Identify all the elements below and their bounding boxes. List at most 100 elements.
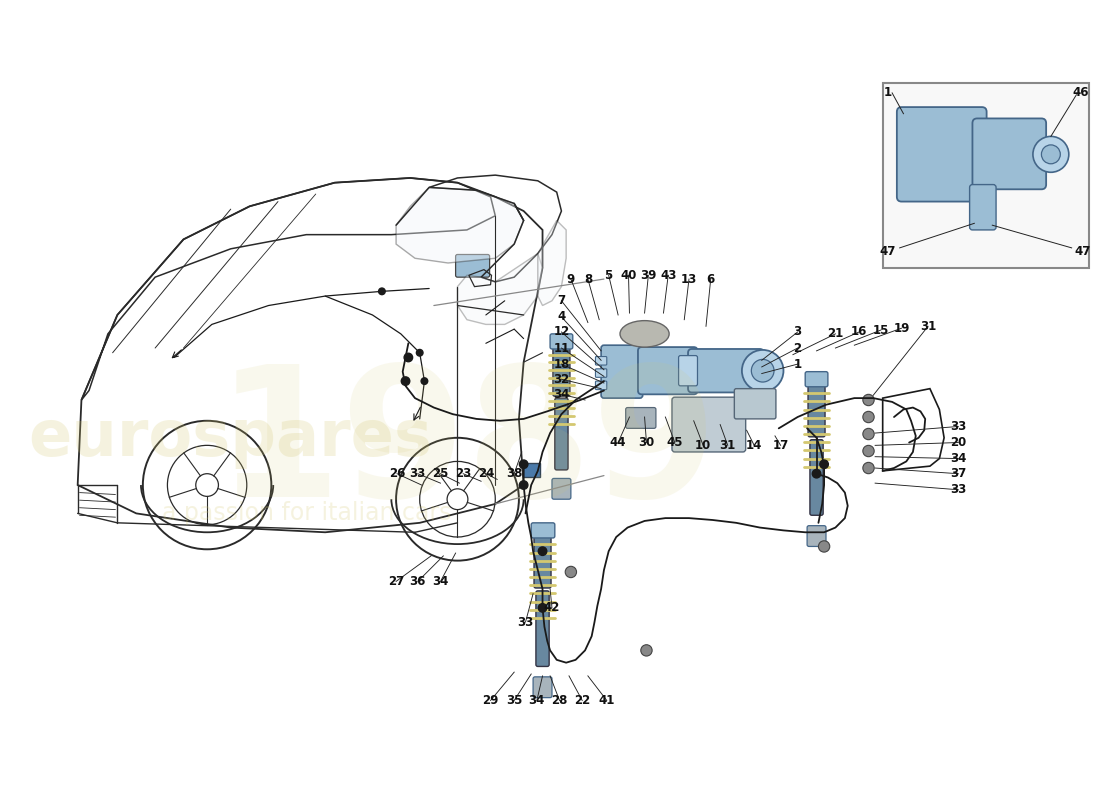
FancyBboxPatch shape: [679, 355, 697, 386]
FancyBboxPatch shape: [534, 677, 552, 698]
Text: 33: 33: [517, 615, 534, 629]
Text: 5: 5: [605, 269, 613, 282]
Circle shape: [862, 428, 874, 440]
FancyBboxPatch shape: [595, 357, 607, 365]
FancyBboxPatch shape: [554, 398, 568, 470]
Text: 7: 7: [558, 294, 565, 307]
FancyBboxPatch shape: [972, 118, 1046, 190]
Text: 13: 13: [681, 273, 697, 286]
Text: a passion for italian cars: a passion for italian cars: [162, 502, 451, 526]
Text: 34: 34: [553, 388, 570, 401]
Circle shape: [404, 354, 412, 362]
Text: 32: 32: [553, 373, 570, 386]
Text: 6: 6: [706, 273, 715, 286]
Text: 34: 34: [529, 694, 544, 707]
Circle shape: [519, 460, 528, 469]
Text: 33: 33: [409, 467, 426, 480]
Text: 34: 34: [432, 575, 449, 588]
Text: 16: 16: [851, 326, 867, 338]
Text: 2: 2: [793, 342, 802, 354]
FancyBboxPatch shape: [808, 379, 825, 437]
Circle shape: [421, 378, 428, 385]
FancyBboxPatch shape: [595, 369, 607, 378]
Text: 36: 36: [409, 575, 426, 588]
FancyBboxPatch shape: [550, 334, 573, 349]
FancyBboxPatch shape: [595, 381, 607, 390]
Text: 33: 33: [950, 420, 967, 433]
Circle shape: [641, 645, 652, 656]
Text: 4: 4: [558, 310, 565, 323]
Circle shape: [862, 394, 874, 406]
Circle shape: [818, 541, 829, 552]
Text: 21: 21: [827, 327, 844, 340]
Text: 31: 31: [920, 320, 936, 333]
Text: 29: 29: [483, 694, 498, 707]
FancyBboxPatch shape: [810, 440, 823, 515]
FancyBboxPatch shape: [638, 347, 697, 394]
Text: 9: 9: [566, 273, 575, 286]
Text: 40: 40: [620, 269, 637, 282]
Text: 11: 11: [553, 342, 570, 354]
Circle shape: [812, 470, 821, 478]
Text: 3: 3: [793, 326, 802, 338]
Circle shape: [378, 288, 385, 294]
FancyBboxPatch shape: [882, 83, 1089, 268]
FancyBboxPatch shape: [805, 372, 828, 386]
Text: 25: 25: [432, 467, 449, 480]
Circle shape: [402, 377, 410, 386]
Polygon shape: [538, 221, 566, 306]
Text: 1989: 1989: [216, 359, 718, 535]
Text: 1: 1: [793, 358, 802, 370]
Text: 45: 45: [667, 436, 683, 449]
Polygon shape: [458, 254, 542, 325]
Text: 14: 14: [746, 439, 762, 452]
Circle shape: [862, 411, 874, 422]
Text: 28: 28: [551, 694, 568, 707]
FancyBboxPatch shape: [735, 389, 776, 419]
FancyBboxPatch shape: [969, 185, 997, 230]
FancyBboxPatch shape: [896, 107, 987, 202]
FancyBboxPatch shape: [536, 591, 549, 666]
Circle shape: [741, 350, 783, 391]
FancyBboxPatch shape: [626, 407, 656, 428]
Text: 35: 35: [506, 694, 522, 707]
Text: 26: 26: [388, 467, 405, 480]
Text: 1: 1: [883, 86, 891, 99]
Text: 34: 34: [950, 452, 967, 465]
Text: 39: 39: [640, 269, 657, 282]
FancyBboxPatch shape: [534, 530, 551, 588]
Text: 12: 12: [553, 326, 570, 338]
Text: 41: 41: [598, 694, 615, 707]
Text: 38: 38: [506, 467, 522, 480]
FancyBboxPatch shape: [531, 523, 554, 538]
FancyBboxPatch shape: [672, 397, 746, 452]
Text: 18: 18: [553, 358, 570, 370]
Circle shape: [862, 462, 874, 474]
Text: 23: 23: [455, 467, 471, 480]
Text: 47: 47: [1075, 245, 1091, 258]
Text: 24: 24: [477, 467, 494, 480]
Text: 31: 31: [719, 439, 736, 452]
Text: 33: 33: [950, 483, 967, 496]
Text: 8: 8: [584, 273, 592, 286]
Text: 46: 46: [1072, 86, 1089, 99]
Circle shape: [538, 604, 547, 612]
Circle shape: [1042, 145, 1060, 164]
FancyBboxPatch shape: [522, 463, 540, 477]
Text: 43: 43: [660, 269, 676, 282]
FancyBboxPatch shape: [553, 342, 570, 396]
Text: 37: 37: [950, 467, 967, 480]
Ellipse shape: [620, 321, 669, 347]
Text: 44: 44: [609, 436, 626, 449]
Text: 15: 15: [872, 323, 889, 337]
FancyBboxPatch shape: [807, 526, 826, 546]
FancyBboxPatch shape: [455, 254, 490, 277]
Text: 10: 10: [695, 439, 712, 452]
Circle shape: [565, 566, 576, 578]
Text: 20: 20: [950, 436, 967, 449]
Text: 30: 30: [638, 436, 654, 449]
FancyBboxPatch shape: [688, 349, 763, 393]
Circle shape: [538, 547, 547, 555]
Polygon shape: [396, 187, 524, 263]
Circle shape: [751, 359, 774, 382]
